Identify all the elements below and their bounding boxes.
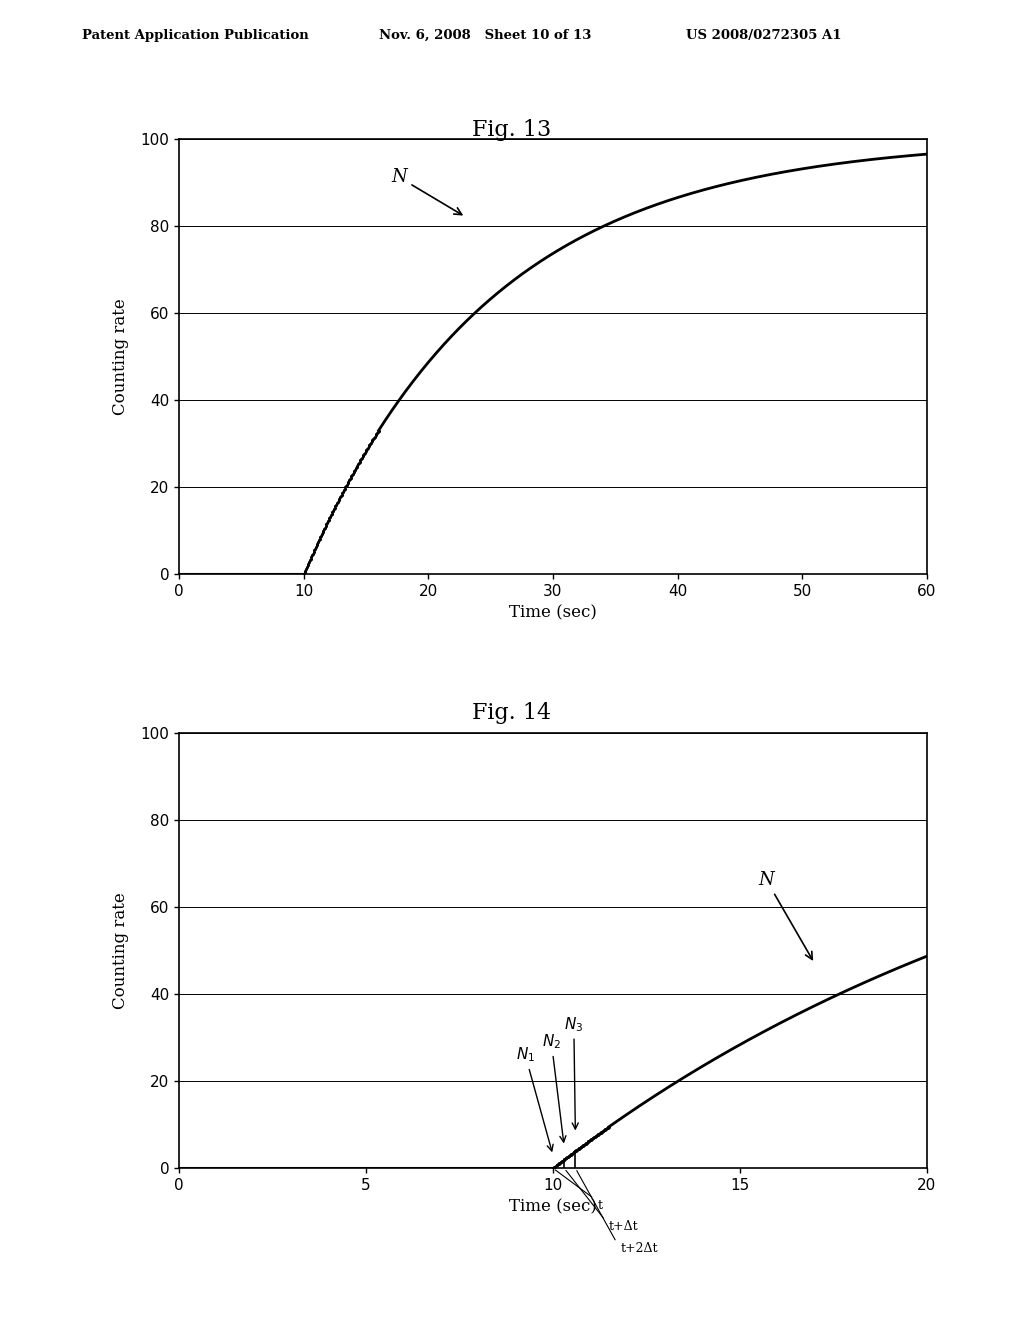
Text: $N_2$: $N_2$ <box>542 1032 566 1142</box>
Text: Patent Application Publication: Patent Application Publication <box>82 29 308 42</box>
X-axis label: Time (sec): Time (sec) <box>509 1199 597 1216</box>
Text: Fig. 14: Fig. 14 <box>472 702 552 725</box>
Text: N: N <box>759 871 812 960</box>
Text: US 2008/0272305 A1: US 2008/0272305 A1 <box>686 29 842 42</box>
Text: Fig. 13: Fig. 13 <box>472 119 552 141</box>
Y-axis label: Counting rate: Counting rate <box>113 892 129 1008</box>
X-axis label: Time (sec): Time (sec) <box>509 605 597 622</box>
Text: Nov. 6, 2008   Sheet 10 of 13: Nov. 6, 2008 Sheet 10 of 13 <box>379 29 591 42</box>
Text: t: t <box>598 1199 603 1212</box>
Y-axis label: Counting rate: Counting rate <box>113 298 129 414</box>
Text: t+Δt: t+Δt <box>609 1221 639 1233</box>
Text: N: N <box>391 168 462 215</box>
Text: $N_1$: $N_1$ <box>515 1045 553 1151</box>
Text: $N_3$: $N_3$ <box>564 1015 584 1129</box>
Text: t+2Δt: t+2Δt <box>621 1242 657 1255</box>
